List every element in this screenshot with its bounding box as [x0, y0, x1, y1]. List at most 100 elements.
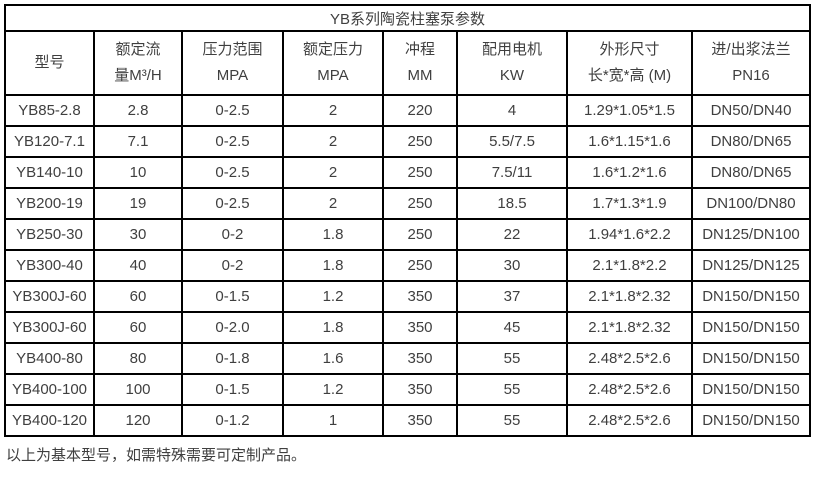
cell-flange: DN50/DN40	[690, 94, 812, 127]
col-header-motor-power: 配用电机 KW	[456, 30, 568, 96]
col-header-pressure-range: 压力范围 MPA	[181, 30, 284, 96]
cell-rated-flow: 10	[93, 156, 183, 189]
cell-flange: DN150/DN150	[690, 342, 812, 375]
cell-motor-power: 30	[456, 249, 568, 282]
cell-dimensions: 2.48*2.5*2.6	[566, 373, 693, 406]
cell-model: YB120-7.1	[4, 125, 95, 158]
cell-pressure-range: 0-1.8	[181, 342, 284, 375]
col-header-rated-flow: 额定流量M³/H	[93, 30, 183, 96]
cell-model: YB300J-60	[4, 280, 95, 313]
cell-rated-pressure: 2	[282, 187, 384, 220]
cell-stroke: 350	[382, 342, 458, 375]
cell-model: YB140-10	[4, 156, 95, 189]
col-header-rated-pressure: 额定压力 MPA	[282, 30, 384, 96]
cell-model: YB250-30	[4, 218, 95, 251]
cell-rated-flow: 30	[93, 218, 183, 251]
cell-flange: DN150/DN150	[690, 404, 812, 437]
header-line1: 额定压力	[302, 41, 363, 58]
cell-pressure-range: 0-2	[181, 218, 284, 251]
cell-stroke: 350	[382, 280, 458, 313]
cell-motor-power: 55	[456, 342, 568, 375]
header-line1: 冲程	[404, 41, 435, 58]
cell-rated-pressure: 1.8	[282, 311, 384, 344]
cell-rated-flow: 60	[93, 280, 183, 313]
header-line1: 压力范围	[202, 41, 263, 58]
cell-rated-flow: 120	[93, 404, 183, 437]
cell-model: YB400-80	[4, 342, 95, 375]
table-row: YB200-19 19 0-2.5 2 250 18.5 1.7*1.3*1.9 DN100/…	[4, 187, 812, 220]
table-row: YB250-30 30 0-2 1.8 250 22 1.94*1.6*2.2 DN125/D…	[4, 218, 812, 251]
cell-pressure-range: 0-2.5	[181, 94, 284, 127]
cell-dimensions: 1.6*1.15*1.6	[566, 125, 693, 158]
cell-flange: DN80/DN65	[690, 156, 812, 189]
cell-rated-pressure: 1	[282, 404, 384, 437]
col-header-model: 型号	[4, 30, 95, 96]
cell-dimensions: 1.7*1.3*1.9	[566, 187, 693, 220]
cell-rated-pressure: 1.8	[282, 218, 384, 251]
cell-rated-flow: 60	[93, 311, 183, 344]
header-line1: 额定流	[115, 41, 161, 58]
cell-motor-power: 5.5/7.5	[456, 125, 568, 158]
table-title: YB系列陶瓷柱塞泵参数	[3, 4, 812, 32]
cell-stroke: 250	[382, 125, 458, 158]
cell-model: YB300-40	[4, 249, 95, 282]
cell-rated-flow: 40	[93, 249, 183, 282]
header-row: 型号 额定流 量M³/H 压力范围 MPA 额定压力 MPA 冲程 MM 配用电机 KW 外形尺寸 长*…	[4, 30, 812, 96]
cell-pressure-range: 0-1.2	[181, 404, 284, 437]
cell-stroke: 220	[382, 94, 458, 127]
header-line1: 进/出浆法兰	[711, 41, 791, 58]
table-row: YB400-80 80 0-1.8 1.6 350 55 2.48*2.5*2.6 DN150…	[4, 342, 812, 375]
cell-stroke: 250	[382, 187, 458, 220]
cell-rated-flow: 19	[93, 187, 183, 220]
cell-pressure-range: 0-2.0	[181, 311, 284, 344]
cell-pressure-range: 0-2.5	[181, 156, 284, 189]
cell-pressure-range: 0-2.5	[181, 125, 284, 158]
cell-rated-pressure: 2	[282, 156, 384, 189]
cell-dimensions: 1.6*1.2*1.6	[566, 156, 693, 189]
cell-dimensions: 2.1*1.8*2.2	[566, 249, 693, 282]
spec-table: YB系列陶瓷柱塞泵参数 型号 额定流 量M³/H 压力范围 MPA 额定压力 MPA 冲程 MM…	[3, 4, 812, 437]
header-line1: 配用电机	[481, 41, 542, 58]
header-line2: 量M³/H	[114, 67, 162, 84]
cell-model: YB200-19	[4, 187, 95, 220]
cell-dimensions: 1.29*1.05*1.5	[566, 94, 693, 127]
cell-motor-power: 18.5	[456, 187, 568, 220]
cell-flange: DN150/DN150	[690, 373, 812, 406]
cell-stroke: 350	[382, 373, 458, 406]
cell-rated-pressure: 1.8	[282, 249, 384, 282]
cell-rated-flow: 80	[93, 342, 183, 375]
cell-model: YB300J-60	[4, 311, 95, 344]
cell-motor-power: 55	[456, 404, 568, 437]
cell-dimensions: 2.48*2.5*2.6	[566, 342, 693, 375]
cell-motor-power: 22	[456, 218, 568, 251]
cell-rated-flow: 100	[93, 373, 183, 406]
cell-motor-power: 37	[456, 280, 568, 313]
header-line2: KW	[499, 67, 525, 84]
table-row: YB300J-60 60 0-2.0 1.8 350 45 2.1*1.8*2.32 DN15…	[4, 311, 812, 344]
cell-stroke: 350	[382, 404, 458, 437]
cell-pressure-range: 0-1.5	[181, 280, 284, 313]
cell-pressure-range: 0-1.5	[181, 373, 284, 406]
col-header-stroke: 冲程 MM	[382, 30, 458, 96]
header-line2: MM	[407, 67, 433, 84]
cell-rated-pressure: 2	[282, 94, 384, 127]
cell-motor-power: 55	[456, 373, 568, 406]
cell-motor-power: 45	[456, 311, 568, 344]
table-row: YB300-40 40 0-2 1.8 250 30 2.1*1.8*2.2 DN125/DN…	[4, 249, 812, 282]
cell-pressure-range: 0-2	[181, 249, 284, 282]
cell-rated-pressure: 1.6	[282, 342, 384, 375]
header-line1: 型号	[34, 54, 65, 71]
cell-motor-power: 4	[456, 94, 568, 127]
cell-flange: DN125/DN100	[690, 218, 812, 251]
cell-stroke: 250	[382, 249, 458, 282]
cell-model: YB400-100	[4, 373, 95, 406]
table-row: YB400-100 100 0-1.5 1.2 350 55 2.48*2.5*2.6 DN1…	[4, 373, 812, 406]
cell-rated-pressure: 2	[282, 125, 384, 158]
cell-rated-flow: 2.8	[93, 94, 183, 127]
table-head: YB系列陶瓷柱塞泵参数 型号 额定流 量M³/H 压力范围 MPA 额定压力 MPA 冲程 MM…	[3, 4, 812, 96]
table-row: YB120-7.1 7.1 0-2.5 2 250 5.5/7.5 1.6*1.15*1.6…	[4, 125, 812, 158]
cell-rated-pressure: 1.2	[282, 280, 384, 313]
table-body: YB85-2.8 2.8 0-2.5 2 220 4 1.29*1.05*1.5 DN50/D…	[4, 94, 812, 437]
cell-pressure-range: 0-2.5	[181, 187, 284, 220]
